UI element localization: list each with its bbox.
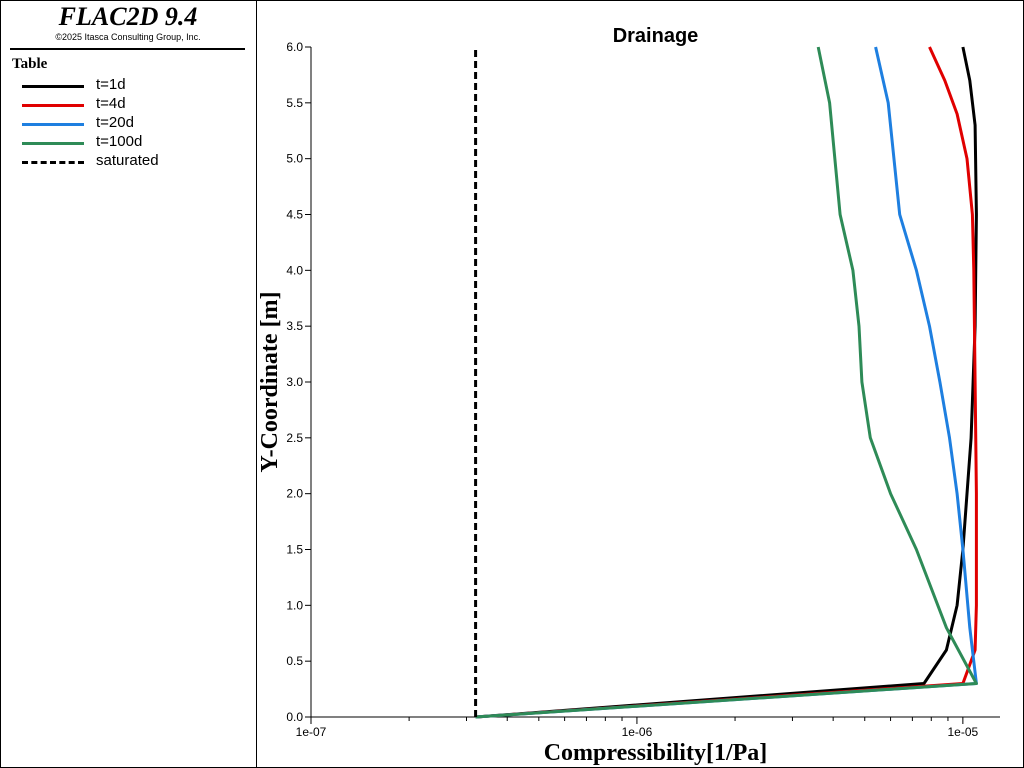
chart-title: Drainage (613, 25, 699, 47)
y-tick-label: 0.5 (286, 654, 303, 668)
series-line-t-20d (475, 46, 978, 719)
series-line-t-1d (475, 46, 978, 719)
y-tick-label: 6.0 (286, 40, 303, 54)
y-tick-label: 1.5 (286, 543, 303, 557)
y-tick-label: 5.0 (286, 152, 303, 166)
legend-swatch (22, 104, 84, 107)
y-tick-label: 4.5 (286, 208, 303, 222)
x-tick-label: 1e-05 (948, 725, 979, 739)
y-tick-label: 0.0 (286, 710, 303, 724)
app-title: FLAC2D 9.4 (58, 2, 198, 31)
y-axis-title: Y-Coordinate [m] (257, 291, 283, 472)
legend-label: t=20d (96, 114, 134, 131)
legend-title: Table (12, 56, 48, 72)
legend-label: t=4d (96, 95, 126, 112)
copyright-text: ©2025 Itasca Consulting Group, Inc. (55, 32, 201, 42)
legend-label: t=1d (96, 76, 126, 93)
series-line-t-100d (475, 46, 978, 719)
panel-divider (256, 0, 257, 768)
y-tick-label: 2.0 (286, 487, 303, 501)
series-line-t-4d (475, 46, 978, 719)
x-axis-title: Compressibility[1/Pa] (544, 740, 768, 766)
y-tick-label: 3.0 (286, 375, 303, 389)
x-tick-label: 1e-07 (296, 725, 327, 739)
y-tick-label: 4.0 (286, 263, 303, 277)
y-tick-label: 2.5 (286, 431, 303, 445)
y-tick-label: 5.5 (286, 96, 303, 110)
legend-swatch (22, 161, 84, 164)
x-tick-label: 1e-06 (622, 725, 653, 739)
y-tick-label: 1.0 (286, 598, 303, 612)
legend-swatch (22, 142, 84, 145)
y-tick-label: 3.5 (286, 319, 303, 333)
legend-swatch (22, 85, 84, 88)
legend-label: saturated (96, 152, 159, 169)
title-rule (10, 48, 245, 50)
legend-label: t=100d (96, 133, 143, 150)
legend-swatch (22, 123, 84, 126)
